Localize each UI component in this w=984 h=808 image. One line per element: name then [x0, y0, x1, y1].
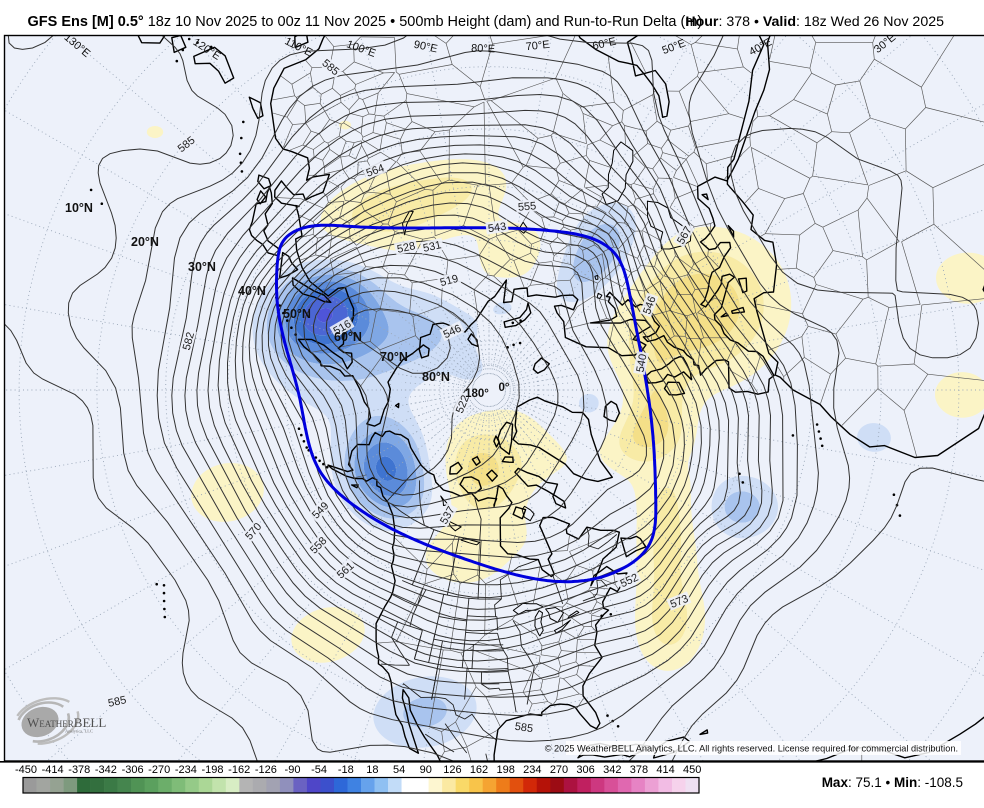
- svg-text:0°: 0°: [499, 382, 510, 394]
- svg-text:-18: -18: [338, 764, 354, 776]
- svg-text:Max: 75.1 • Min: -108.5: Max: 75.1 • Min: -108.5: [822, 775, 963, 790]
- svg-text:564: 564: [365, 162, 386, 180]
- svg-text:-306: -306: [122, 764, 144, 776]
- svg-text:20°N: 20°N: [131, 235, 159, 249]
- svg-text:30°N: 30°N: [188, 260, 216, 274]
- svg-text:54: 54: [393, 764, 405, 776]
- svg-text:-162: -162: [228, 764, 250, 776]
- svg-text:546: 546: [641, 295, 659, 316]
- svg-text:Analytics, LLC: Analytics, LLC: [65, 729, 93, 735]
- svg-text:18: 18: [366, 764, 378, 776]
- svg-text:543: 543: [487, 221, 507, 235]
- svg-text:555: 555: [517, 200, 536, 214]
- svg-text:234: 234: [523, 764, 541, 776]
- svg-text:531: 531: [422, 239, 442, 255]
- svg-text:70°E: 70°E: [525, 39, 550, 53]
- svg-text:540: 540: [634, 353, 649, 373]
- svg-text:-414: -414: [42, 764, 64, 776]
- svg-text:414: 414: [656, 764, 674, 776]
- svg-text:50°N: 50°N: [283, 307, 311, 321]
- svg-text:WEATHERBELL: WEATHERBELL: [27, 715, 106, 730]
- svg-text:342: 342: [603, 764, 621, 776]
- svg-text:70°N: 70°N: [380, 350, 408, 364]
- svg-text:306: 306: [576, 764, 594, 776]
- svg-text:-126: -126: [255, 764, 277, 776]
- svg-text:60°E: 60°E: [591, 36, 617, 53]
- svg-text:-90: -90: [285, 764, 301, 776]
- svg-text:-270: -270: [148, 764, 170, 776]
- svg-text:10°N: 10°N: [65, 201, 93, 215]
- svg-text:90°E: 90°E: [413, 39, 439, 56]
- svg-text:80°N: 80°N: [422, 370, 450, 384]
- svg-text:180°: 180°: [465, 388, 489, 400]
- svg-text:-54: -54: [311, 764, 327, 776]
- svg-text:90: 90: [420, 764, 432, 776]
- svg-text:60°N: 60°N: [334, 330, 362, 344]
- svg-text:126: 126: [443, 764, 461, 776]
- svg-text:-378: -378: [68, 764, 90, 776]
- svg-text:-450: -450: [15, 764, 37, 776]
- svg-text:528: 528: [396, 240, 416, 256]
- svg-text:40°N: 40°N: [238, 284, 266, 298]
- svg-text:519: 519: [439, 273, 460, 289]
- svg-text:80°E: 80°E: [471, 43, 495, 56]
- svg-text:© 2025 WeatherBELL Analytics,: © 2025 WeatherBELL Analytics, LLC. All r…: [545, 744, 958, 754]
- svg-text:-198: -198: [201, 764, 223, 776]
- svg-text:-342: -342: [95, 764, 117, 776]
- svg-text:270: 270: [550, 764, 568, 776]
- svg-text:582: 582: [181, 331, 197, 352]
- svg-text:162: 162: [470, 764, 488, 776]
- svg-text:GFS Ens [M] 0.5° 18z 10 Nov 20: GFS Ens [M] 0.5° 18z 10 Nov 2025 to 00z …: [28, 14, 703, 30]
- svg-text:Hour: 378 • Valid: 18z Wed 26: Hour: 378 • Valid: 18z Wed 26 Nov 2025: [685, 14, 944, 30]
- svg-text:-234: -234: [175, 764, 197, 776]
- svg-text:198: 198: [497, 764, 515, 776]
- svg-text:585: 585: [107, 694, 127, 710]
- svg-text:450: 450: [683, 764, 701, 776]
- svg-text:378: 378: [630, 764, 648, 776]
- svg-text:585: 585: [514, 721, 534, 735]
